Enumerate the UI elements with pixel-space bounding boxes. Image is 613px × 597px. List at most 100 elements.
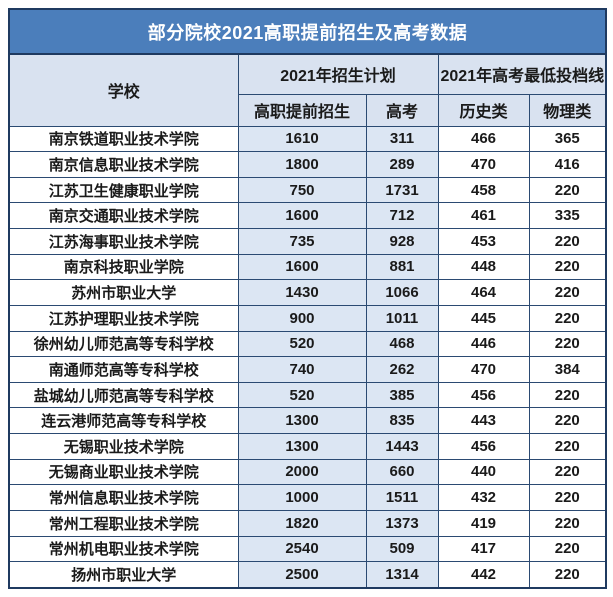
plan-gaokao-cell: 1373 <box>365 509 439 537</box>
line-history-cell: 443 <box>437 407 530 434</box>
plan-gaokao-cell: 881 <box>365 253 439 281</box>
plan-early-cell: 1610 <box>237 125 367 153</box>
plan-gaokao-cell: 1066 <box>365 279 439 306</box>
table-row: 常州信息职业技术学院 1000 1511 432 220 <box>8 484 607 511</box>
line-physics-cell: 220 <box>528 330 607 358</box>
plan-early-cell: 1600 <box>237 202 367 229</box>
plan-early-cell: 2500 <box>237 561 367 589</box>
line-history-cell: 445 <box>437 304 530 332</box>
table-row: 常州工程职业技术学院 1820 1373 419 220 <box>8 509 607 537</box>
line-physics-cell: 416 <box>528 151 607 178</box>
plan-early-cell: 2540 <box>237 535 367 563</box>
table-row: 连云港师范高等专科学校 1300 835 443 220 <box>8 407 607 434</box>
plan-early-cell: 1800 <box>237 151 367 178</box>
line-history-cell: 456 <box>437 381 530 409</box>
school-name-cell: 南京信息职业技术学院 <box>8 151 239 178</box>
school-name-cell: 盐城幼儿师范高等专科学校 <box>8 381 239 409</box>
line-history-cell: 470 <box>437 356 530 383</box>
header-plan-gaokao: 高考 <box>365 93 439 127</box>
line-physics-cell: 220 <box>528 535 607 563</box>
plan-gaokao-cell: 289 <box>365 151 439 178</box>
line-physics-cell: 384 <box>528 356 607 383</box>
header-line-physics: 物理类 <box>528 93 607 127</box>
header-school: 学校 <box>8 53 239 127</box>
plan-early-cell: 1000 <box>237 484 367 511</box>
line-history-cell: 417 <box>437 535 530 563</box>
table-row: 南京交通职业技术学院 1600 712 461 335 <box>8 202 607 229</box>
plan-early-cell: 520 <box>237 381 367 409</box>
plan-early-cell: 900 <box>237 304 367 332</box>
line-history-cell: 432 <box>437 484 530 511</box>
header-line-history: 历史类 <box>437 93 530 127</box>
table-title: 部分院校2021高职提前招生及高考数据 <box>8 8 607 55</box>
school-name-cell: 常州工程职业技术学院 <box>8 509 239 537</box>
school-name-cell: 江苏护理职业技术学院 <box>8 304 239 332</box>
table-row: 无锡商业职业技术学院 2000 660 440 220 <box>8 458 607 486</box>
table-row: 江苏护理职业技术学院 900 1011 445 220 <box>8 304 607 332</box>
plan-gaokao-cell: 928 <box>365 228 439 255</box>
plan-gaokao-cell: 1731 <box>365 176 439 204</box>
title-row: 部分院校2021高职提前招生及高考数据 <box>8 8 607 55</box>
table-row: 苏州市职业大学 1430 1066 464 220 <box>8 279 607 306</box>
line-history-cell: 446 <box>437 330 530 358</box>
school-name-cell: 无锡职业技术学院 <box>8 433 239 460</box>
table-row: 常州机电职业技术学院 2540 509 417 220 <box>8 535 607 563</box>
plan-gaokao-cell: 509 <box>365 535 439 563</box>
line-physics-cell: 365 <box>528 125 607 153</box>
line-history-cell: 456 <box>437 433 530 460</box>
school-name-cell: 江苏卫生健康职业学院 <box>8 176 239 204</box>
plan-early-cell: 1600 <box>237 253 367 281</box>
header-plan-early: 高职提前招生 <box>237 93 367 127</box>
plan-gaokao-cell: 262 <box>365 356 439 383</box>
school-name-cell: 连云港师范高等专科学校 <box>8 407 239 434</box>
table-row: 盐城幼儿师范高等专科学校 520 385 456 220 <box>8 381 607 409</box>
plan-gaokao-cell: 835 <box>365 407 439 434</box>
table-row: 扬州市职业大学 2500 1314 442 220 <box>8 561 607 589</box>
line-physics-cell: 220 <box>528 458 607 486</box>
table-body: 南京铁道职业技术学院 1610 311 466 365 南京信息职业技术学院 1800 289… <box>8 125 607 589</box>
plan-gaokao-cell: 1314 <box>365 561 439 589</box>
line-physics-cell: 220 <box>528 407 607 434</box>
plan-early-cell: 520 <box>237 330 367 358</box>
line-physics-cell: 220 <box>528 304 607 332</box>
table-row: 江苏海事职业技术学院 735 928 453 220 <box>8 228 607 255</box>
plan-early-cell: 740 <box>237 356 367 383</box>
plan-gaokao-cell: 712 <box>365 202 439 229</box>
school-name-cell: 常州信息职业技术学院 <box>8 484 239 511</box>
line-history-cell: 442 <box>437 561 530 589</box>
line-history-cell: 466 <box>437 125 530 153</box>
line-physics-cell: 220 <box>528 253 607 281</box>
school-name-cell: 南通师范高等专科学校 <box>8 356 239 383</box>
plan-early-cell: 1300 <box>237 433 367 460</box>
line-history-cell: 461 <box>437 202 530 229</box>
plan-gaokao-cell: 385 <box>365 381 439 409</box>
line-physics-cell: 220 <box>528 561 607 589</box>
line-history-cell: 464 <box>437 279 530 306</box>
plan-gaokao-cell: 1443 <box>365 433 439 460</box>
plan-gaokao-cell: 1011 <box>365 304 439 332</box>
line-history-cell: 448 <box>437 253 530 281</box>
plan-gaokao-cell: 311 <box>365 125 439 153</box>
header-sub-row: 高职提前招生 高考 历史类 物理类 <box>9 93 607 127</box>
admissions-table: 部分院校2021高职提前招生及高考数据 学校 2021年招生计划 2021年高考… <box>8 8 607 589</box>
line-physics-cell: 220 <box>528 509 607 537</box>
table-row: 南京铁道职业技术学院 1610 311 466 365 <box>8 125 607 153</box>
table-row: 无锡职业技术学院 1300 1443 456 220 <box>8 433 607 460</box>
line-history-cell: 453 <box>437 228 530 255</box>
table-row: 南通师范高等专科学校 740 262 470 384 <box>8 356 607 383</box>
line-physics-cell: 220 <box>528 176 607 204</box>
plan-early-cell: 1300 <box>237 407 367 434</box>
school-name-cell: 南京交通职业技术学院 <box>8 202 239 229</box>
school-name-cell: 苏州市职业大学 <box>8 279 239 306</box>
line-physics-cell: 220 <box>528 484 607 511</box>
line-history-cell: 470 <box>437 151 530 178</box>
school-name-cell: 扬州市职业大学 <box>8 561 239 589</box>
school-name-cell: 南京铁道职业技术学院 <box>8 125 239 153</box>
line-physics-cell: 220 <box>528 381 607 409</box>
school-name-cell: 南京科技职业学院 <box>8 253 239 281</box>
plan-early-cell: 750 <box>237 176 367 204</box>
line-history-cell: 419 <box>437 509 530 537</box>
school-name-cell: 常州机电职业技术学院 <box>8 535 239 563</box>
plan-gaokao-cell: 1511 <box>365 484 439 511</box>
